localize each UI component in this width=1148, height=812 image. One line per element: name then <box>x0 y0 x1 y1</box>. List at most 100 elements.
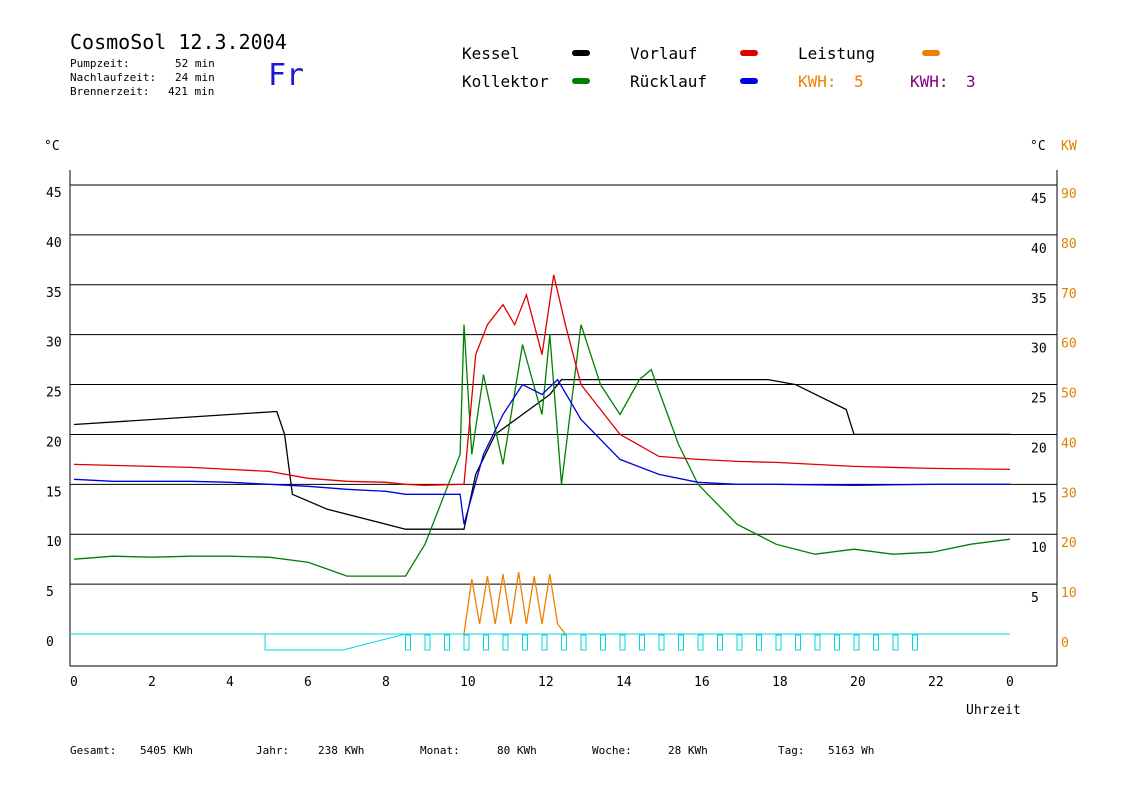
status-pulse <box>580 634 587 651</box>
legend-kwh-value: 5 <box>854 72 864 91</box>
y-tick-label: 45 <box>46 186 62 201</box>
stat-label: Brennerzeit: <box>70 85 150 98</box>
stat-value: 421 min <box>168 85 215 98</box>
total-value: 80 KWh <box>497 744 537 757</box>
y-tick-label-kw: 70 <box>1061 287 1077 302</box>
y-tick-label-kw: 90 <box>1061 187 1077 202</box>
y-tick-label: 40 <box>46 236 62 251</box>
legend-kwh-value: 3 <box>966 72 976 91</box>
y-tick-label: 25 <box>46 386 62 401</box>
y-tick-label-kw: 80 <box>1061 237 1077 252</box>
y-tick-label: 0 <box>46 635 54 650</box>
status-pulse <box>717 634 723 651</box>
legend-kessel: Kessel <box>462 44 520 63</box>
series-line-kessel <box>73 378 1010 530</box>
y-tick-label-right: 35 <box>1031 292 1047 307</box>
legend-kollektor-swatch <box>572 78 590 84</box>
y-tick-label: 15 <box>46 485 62 500</box>
status-pulse <box>522 634 528 651</box>
status-pulse <box>834 634 840 651</box>
total-value: 238 KWh <box>318 744 365 757</box>
status-pulse <box>502 634 509 651</box>
status-pulse <box>405 634 411 651</box>
y-tick-label: 20 <box>46 435 62 450</box>
series-line-rcklauf <box>73 378 1010 525</box>
y-tick-label-kw: 10 <box>1061 586 1077 601</box>
page-title: CosmoSol 12.3.2004 <box>70 30 287 54</box>
x-tick-label: 10 <box>460 675 476 690</box>
y-tick-label-right: 40 <box>1031 242 1047 257</box>
y-tick-label-right: 25 <box>1031 392 1047 407</box>
legend-vorlauf: Vorlauf <box>630 44 698 63</box>
legend-kessel-swatch <box>572 50 590 56</box>
series-line-leistung <box>463 572 566 635</box>
total-label: Gesamt: <box>70 744 117 757</box>
legend-kollektor: Kollektor <box>462 72 549 91</box>
x-axis-label: Uhrzeit <box>966 703 1021 718</box>
stat-label: Nachlaufzeit: <box>70 71 157 84</box>
y-tick-label-right: 45 <box>1031 192 1047 207</box>
x-tick-label: 16 <box>694 675 710 690</box>
y-tick-label-kw: 60 <box>1061 337 1077 352</box>
x-tick-label: 14 <box>616 675 632 690</box>
y-tick-label-kw: 50 <box>1061 387 1077 402</box>
status-pulse <box>444 634 450 651</box>
y-tick-label-right: 5 <box>1031 591 1039 606</box>
total-label: Woche: <box>592 744 632 757</box>
legend-ruecklauf: Rücklauf <box>630 72 708 91</box>
series-line-vorlauf <box>73 274 1011 486</box>
x-tick-label: 20 <box>850 675 866 690</box>
y-axis-label-right: °C <box>1030 139 1046 154</box>
x-tick-label: 22 <box>928 675 944 690</box>
y-tick-label-kw: 20 <box>1061 536 1077 551</box>
legend-kwh-label: KWH: <box>798 72 837 91</box>
status-pulse <box>424 634 431 651</box>
status-pulse <box>912 634 918 651</box>
y-axis-label-kw: KW <box>1061 139 1077 154</box>
y-axis-label-left: °C <box>44 139 60 154</box>
total-value: 5163 Wh <box>828 744 875 757</box>
status-pulse <box>463 634 470 651</box>
stat-value: 24 min <box>175 71 215 84</box>
status-pulse <box>697 634 704 651</box>
y-tick-label-right: 30 <box>1031 342 1047 357</box>
status-pulse <box>561 634 567 651</box>
y-tick-label: 10 <box>46 535 62 550</box>
y-tick-label-kw: 40 <box>1061 436 1077 451</box>
status-pulse <box>892 634 899 651</box>
y-tick-label-kw: 0 <box>1061 636 1069 651</box>
y-tick-label-right: 15 <box>1031 491 1047 506</box>
y-tick-label-right: 10 <box>1031 541 1047 556</box>
status-pulse <box>775 634 782 651</box>
y-tick-label-right: 20 <box>1031 441 1047 456</box>
y-tick-label: 35 <box>46 286 62 301</box>
legend-leistung: Leistung <box>798 44 876 63</box>
total-label: Jahr: <box>256 744 290 757</box>
status-pulse <box>619 634 626 651</box>
status-pulse <box>873 634 879 651</box>
stat-label: Pumpzeit: <box>70 57 130 70</box>
status-trace <box>264 633 406 651</box>
status-pulse <box>678 634 684 651</box>
stat-value: 52 min <box>175 57 215 70</box>
x-tick-label: 0 <box>70 675 78 690</box>
x-tick-label: 6 <box>304 675 312 690</box>
weekday: Fr <box>268 58 305 93</box>
y-tick-label: 30 <box>46 336 62 351</box>
status-pulse <box>639 634 645 651</box>
y-tick-label-kw: 30 <box>1061 486 1077 501</box>
x-tick-label: 18 <box>772 675 788 690</box>
x-tick-label: 12 <box>538 675 554 690</box>
x-tick-label: 0 <box>1006 675 1014 690</box>
x-tick-label: 2 <box>148 675 156 690</box>
legend-leistung-swatch <box>922 50 940 56</box>
total-value: 5405 KWh <box>140 744 193 757</box>
legend-vorlauf-swatch <box>740 50 758 56</box>
total-value: 28 KWh <box>668 744 708 757</box>
legend-ruecklauf-swatch <box>740 78 758 84</box>
status-pulse <box>658 634 665 651</box>
status-pulse <box>541 634 548 651</box>
status-pulse <box>756 634 762 651</box>
status-pulse <box>600 634 606 651</box>
